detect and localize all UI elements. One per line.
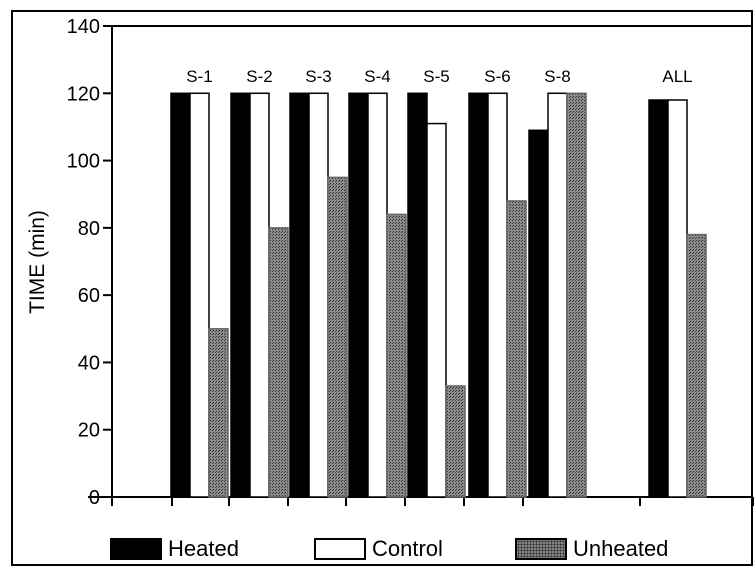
y-tick-label: 140	[67, 16, 100, 38]
y-tick-label: 20	[78, 420, 100, 442]
y-tick-label: 100	[67, 151, 100, 173]
category-label: S-4	[364, 67, 390, 86]
y-axis-label: TIME (min)	[26, 210, 49, 314]
category-label: S-5	[423, 67, 449, 86]
bar-heated	[289, 92, 310, 498]
bar-control	[189, 92, 210, 498]
bar-unheated	[686, 233, 707, 498]
bar-heated	[648, 99, 669, 498]
legend-item-unheated: Unheated	[515, 533, 668, 565]
category-label: S-6	[484, 67, 510, 86]
unheated-swatch	[515, 538, 567, 560]
bar-unheated	[506, 200, 527, 498]
y-tick-label: 120	[67, 83, 100, 105]
bar-control	[487, 92, 508, 498]
bar-heated	[348, 92, 369, 498]
y-tick-label: 40	[78, 352, 100, 374]
bar-control	[367, 92, 388, 498]
bar-heated	[230, 92, 251, 498]
bar-heated	[170, 92, 191, 498]
legend-item-heated: Heated	[110, 533, 239, 565]
legend-label-heated: Heated	[168, 536, 239, 561]
heated-swatch	[110, 538, 162, 560]
bar-unheated	[445, 385, 466, 498]
legend-label-unheated: Unheated	[573, 536, 669, 561]
bar-control	[426, 122, 447, 498]
bar-unheated	[268, 227, 289, 498]
category-label: S-3	[305, 67, 331, 86]
legend-item-control: Control	[314, 533, 443, 565]
bar-unheated	[386, 213, 407, 498]
category-labels: S-1 S-2 S-3 S-4 S-5 S-6 S-8 ALL	[186, 67, 692, 86]
y-tick-label: 80	[78, 218, 100, 240]
bar-control	[547, 92, 568, 498]
axes: 0 20 40 60 80 100 120 140 TIME (min)	[26, 16, 754, 509]
bar-control	[667, 99, 688, 498]
category-label: ALL	[662, 67, 692, 86]
legend-label-control: Control	[372, 536, 443, 561]
category-label: S-2	[246, 67, 272, 86]
category-label: S-1	[186, 67, 212, 86]
bar-control	[308, 92, 329, 498]
control-swatch	[314, 538, 366, 560]
y-tick-label: 0	[89, 487, 100, 509]
category-label: S-8	[544, 67, 570, 86]
bar-unheated	[208, 328, 229, 498]
chart-frame	[11, 10, 753, 566]
bar-control	[249, 92, 270, 498]
y-tick-label: 60	[78, 285, 100, 307]
bar-heated	[468, 92, 489, 498]
bar-unheated	[566, 92, 587, 498]
bars	[170, 92, 707, 498]
bar-heated	[528, 129, 549, 498]
bar-unheated	[327, 176, 348, 498]
bar-heated	[407, 92, 428, 498]
